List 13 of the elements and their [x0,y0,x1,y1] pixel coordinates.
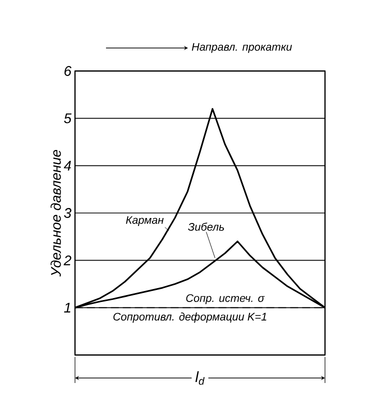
y-tick-label: 4 [64,160,71,170]
series-label: Карман [126,216,164,226]
y-tick-label: 1 [64,302,70,312]
y-tick-label: 2 [64,255,72,266]
y-axis-title: Удельное давление [50,150,61,277]
ref-line-label: Сопр. истеч. σ [186,294,265,304]
y-tick-label: 6 [64,66,72,76]
x-axis-title: l$_{d}$ [195,371,205,385]
text: Направл. прокатки [192,43,292,53]
annotation: Сопротивл. деформации K=1 [113,312,266,323]
legend-label: Зибель [188,222,224,231]
y-tick-label: 5 [64,113,72,124]
y-tick-label: 3 [64,208,72,218]
